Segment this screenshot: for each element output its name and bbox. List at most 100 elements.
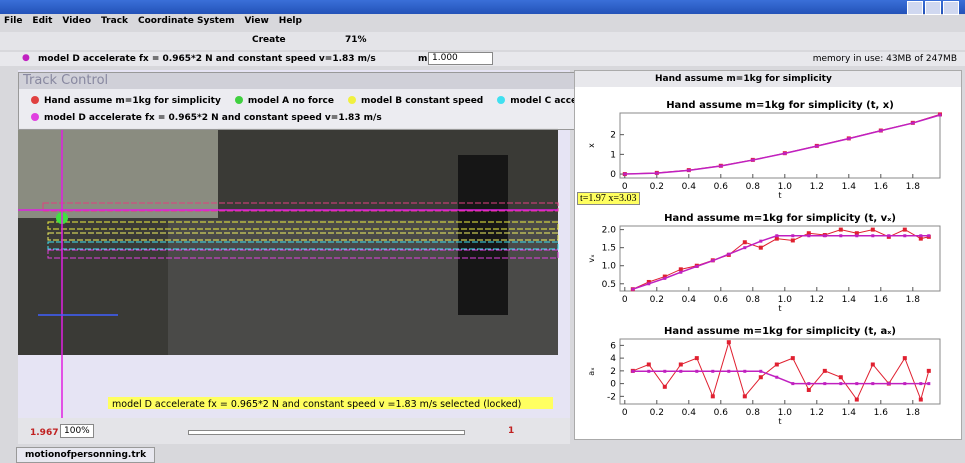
file-tab[interactable]: motionofpersonning.trk	[16, 447, 155, 463]
x-tick-label: 0	[622, 182, 628, 192]
track-name[interactable]: model D accelerate fx = 0.965*2 N and co…	[38, 54, 376, 64]
y-tick-label: 2.0	[602, 226, 617, 236]
data-point	[679, 271, 682, 274]
menu-bar: File Edit Video Track Coordinate System View H…	[0, 16, 965, 30]
track-item[interactable]: model B constant speed	[348, 96, 483, 106]
x-tick-label: 1.2	[810, 182, 824, 192]
chart-title: Hand assume m=1kg for simplicity (t, vₓ)	[664, 213, 896, 224]
track-label: model D accelerate fx = 0.965*2 N and co…	[44, 113, 382, 123]
data-point	[839, 375, 843, 379]
player-bar: 1.967 100% 1	[18, 418, 570, 444]
data-point	[919, 382, 922, 385]
data-point	[695, 370, 698, 373]
x-tick-label: 0.2	[650, 295, 664, 305]
data-point	[855, 398, 859, 402]
y-tick-label: -2	[607, 392, 616, 402]
x-tick-label: 1.2	[810, 295, 824, 305]
data-point	[887, 234, 890, 237]
y-tick-label: 1	[610, 150, 616, 160]
x-tick-label: 0	[622, 408, 628, 418]
menu-item[interactable]: Track	[101, 16, 128, 26]
data-point	[855, 382, 858, 385]
person	[458, 155, 508, 315]
data-point	[759, 375, 763, 379]
y-axis-label: x	[587, 143, 596, 148]
y-tick-label: 0	[610, 170, 616, 180]
data-point	[871, 228, 875, 232]
data-point	[871, 362, 875, 366]
slider[interactable]	[188, 430, 465, 435]
data-point	[927, 234, 930, 237]
menu-item[interactable]: View	[244, 16, 268, 26]
data-point	[647, 370, 650, 373]
mass-field[interactable]: 1.000	[428, 52, 493, 65]
data-point	[871, 234, 874, 237]
x-tick-label: 1.6	[874, 408, 889, 418]
minimize[interactable]	[907, 1, 923, 15]
data-point	[695, 356, 699, 360]
data-point	[695, 265, 698, 268]
maximize[interactable]	[925, 1, 941, 15]
rate-field[interactable]: 100%	[60, 424, 94, 438]
data-point	[791, 356, 795, 360]
menu-item[interactable]: Edit	[32, 16, 52, 26]
data-point	[663, 370, 666, 373]
data-point	[791, 234, 794, 237]
readout: t=1.97 x=3.03	[577, 192, 640, 205]
x-axis-label: t	[778, 417, 781, 426]
x-tick-label: 0.4	[682, 182, 697, 192]
track-control: Track Control ✕ Hand assume m=1kg for si…	[18, 72, 668, 130]
data-point	[727, 253, 730, 256]
track-item[interactable]: Hand assume m=1kg for simplicity	[31, 96, 221, 106]
track-dot	[497, 96, 505, 104]
data-point	[759, 246, 763, 250]
data-point	[887, 382, 890, 385]
data-point	[655, 172, 658, 175]
x-tick-label: 0.6	[714, 408, 729, 418]
track-bar: ● model D accelerate fx = 0.965*2 N and …	[0, 52, 965, 66]
data-point	[727, 340, 731, 344]
menu-item[interactable]: File	[4, 16, 22, 26]
data-point	[775, 234, 778, 237]
x-tick-label: 1.6	[874, 182, 889, 192]
data-point	[631, 288, 634, 291]
track-item[interactable]: model D accelerate fx = 0.965*2 N and co…	[31, 113, 382, 123]
data-point	[871, 382, 874, 385]
status-text: model D accelerate fx = 0.965*2 N and co…	[112, 399, 521, 410]
data-point	[647, 362, 651, 366]
time-display: 1.967	[30, 428, 58, 438]
x-tick-label: 0.2	[650, 182, 664, 192]
track-item[interactable]: model A no force	[235, 96, 334, 106]
step-size[interactable]: 1	[508, 426, 514, 436]
y-axis-label: vₓ	[587, 254, 596, 263]
create-button[interactable]: Create	[252, 35, 286, 45]
data-point	[911, 122, 914, 125]
x-tick-label: 1.6	[874, 295, 889, 305]
x-tick-label: 1.8	[906, 295, 921, 305]
zoom-button[interactable]: 71%	[345, 35, 367, 45]
menu-item[interactable]: Video	[62, 16, 91, 26]
x-tick-label: 0.4	[682, 408, 697, 418]
data-point	[727, 370, 730, 373]
data-point	[775, 362, 779, 366]
data-point	[903, 228, 907, 232]
data-point	[663, 277, 666, 280]
data-point	[759, 240, 762, 243]
data-point	[927, 382, 930, 385]
data-point	[919, 234, 922, 237]
y-tick-label: 1.0	[602, 262, 617, 272]
data-point	[807, 234, 810, 237]
data-point	[743, 246, 746, 249]
x-tick-label: 0.8	[746, 182, 761, 192]
menu-item[interactable]: Coordinate System	[138, 16, 234, 26]
data-point	[783, 152, 786, 155]
x-tick-label: 1.8	[906, 182, 921, 192]
menu-item[interactable]: Help	[279, 16, 302, 26]
data-point	[823, 234, 826, 237]
x-tick-label: 1.4	[842, 182, 857, 192]
data-point	[791, 382, 794, 385]
close[interactable]	[943, 1, 959, 15]
x-axis-label: t	[778, 304, 781, 313]
data-point	[791, 238, 795, 242]
plot-header: Hand assume m=1kg for simplicity	[575, 71, 961, 87]
